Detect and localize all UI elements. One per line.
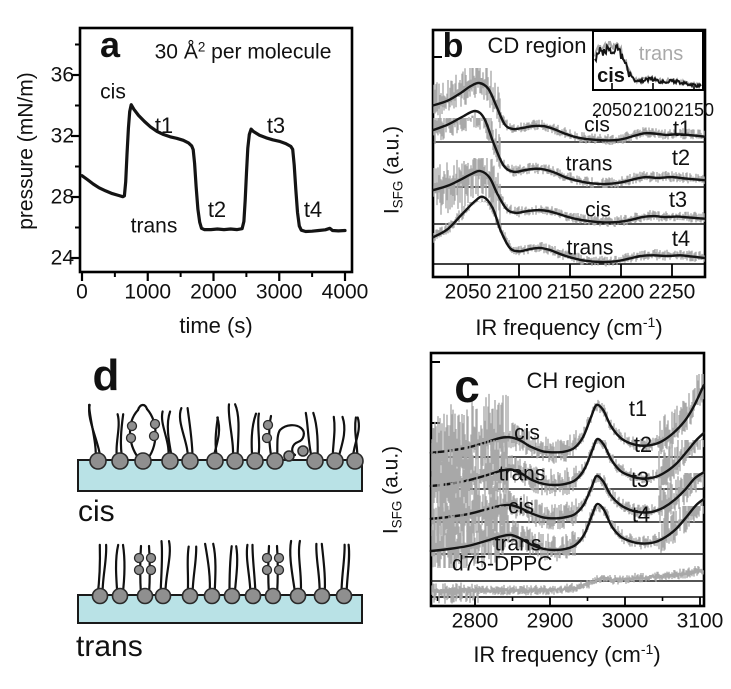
inset-cis-label: cis [597, 65, 625, 87]
annotation-t1: t1 [154, 113, 174, 138]
d-cis-label: cis [78, 495, 115, 528]
panel-b-ylabel: ISFG (a.u.) [380, 125, 406, 215]
c-xtick-label: 3100 [676, 609, 724, 633]
inset-xtick-label: 2050 [591, 100, 633, 120]
b-xtick-label: 2250 [648, 280, 696, 304]
superscript: -1 [640, 641, 654, 658]
c-trace3-time: t3 [630, 467, 650, 492]
b-trace4-state: trans [566, 236, 614, 260]
b-trace2-time: t2 [671, 145, 691, 170]
a-xtick-label: 2000 [190, 280, 237, 304]
b-xtick-label: 2050 [444, 280, 492, 304]
annotation-t2: t2 [207, 197, 227, 222]
c-reference-trace-label: d75-DPPC [452, 552, 553, 576]
subscript: SFG [389, 500, 405, 529]
panel-b-letter: b [442, 27, 464, 65]
panel-b-xlabel: IR frequency (cm-1) [475, 314, 663, 340]
panel-c-letter: c [454, 360, 480, 412]
b-xtick-label: 2150 [546, 280, 594, 304]
annotation-t4: t4 [303, 197, 323, 222]
b-trace2-state: trans [565, 152, 613, 176]
a-ytick-label: 24 [50, 246, 74, 270]
d-trans-label: trans [76, 630, 143, 663]
panel-d-letter: d [92, 351, 120, 400]
c-trace3-state: cis [508, 495, 534, 519]
a-ytick-label: 36 [50, 63, 74, 87]
annotation-t3: t3 [266, 113, 286, 138]
inset-trans-label: trans [638, 43, 684, 65]
panel-a-letter: a [99, 24, 121, 65]
annotation-trans: trans [130, 214, 178, 238]
b-trace1-state: cis [584, 113, 610, 137]
inset-xtick-label: 2150 [673, 100, 715, 120]
c-trace2-time: t2 [633, 432, 653, 457]
b-trace3-state: cis [585, 198, 611, 222]
panel-a-title: 30 Å2 per molecule [154, 39, 332, 64]
panel-a-ylabel: pressure (mN/m) [14, 72, 38, 230]
b-trace1-time: t1 [672, 116, 692, 141]
a-xtick-label: 1000 [124, 280, 172, 304]
a-xtick-label: 3000 [255, 280, 303, 304]
annotation-cis: cis [100, 80, 126, 104]
b-trace3-time: t3 [668, 187, 688, 212]
c-xtick-label: 2800 [451, 609, 499, 633]
a-xtick-label: 4000 [321, 280, 369, 304]
inset-xtick-label: 2100 [632, 100, 674, 120]
c-xtick-label: 2900 [526, 609, 574, 633]
b-xtick-label: 2100 [495, 280, 543, 304]
c-trace1-state: cis [514, 421, 540, 445]
c-trace4-state: trans [494, 532, 542, 556]
panel-a-xlabel: time (s) [179, 313, 253, 338]
superscript: 2 [197, 39, 206, 55]
panel-c-ylabel: ISFG (a.u.) [379, 445, 405, 535]
a-ytick-label: 32 [50, 124, 74, 148]
subscript: SFG [390, 180, 406, 209]
b-trace4-time: t4 [671, 226, 691, 251]
b-xtick-label: 2200 [597, 280, 645, 304]
c-trace2-state: trans [498, 462, 546, 486]
panel-b-title: CD region [487, 33, 587, 58]
c-trace1-time: t1 [628, 396, 648, 421]
superscript: -1 [642, 314, 656, 331]
a-xtick-label: 0 [76, 280, 88, 304]
c-xtick-label: 3000 [601, 609, 649, 633]
a-ytick-label: 28 [50, 185, 74, 209]
panel-c-title: CH region [526, 368, 626, 393]
panel-c-xlabel: IR frequency (cm-1) [473, 641, 661, 667]
c-trace4-time: t4 [631, 502, 651, 527]
